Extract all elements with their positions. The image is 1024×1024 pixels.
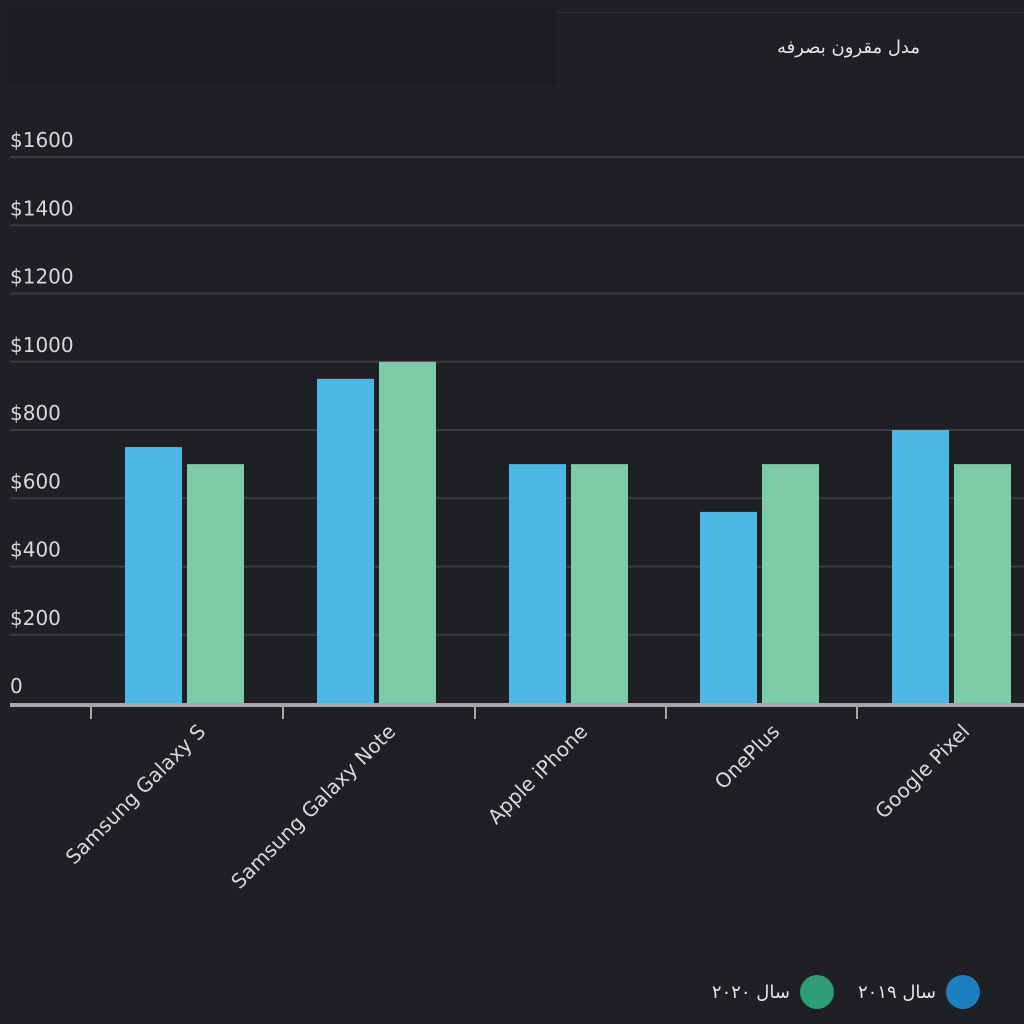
x-category-label: Samsung Galaxy S xyxy=(61,719,211,869)
bar xyxy=(892,430,949,703)
y-tick-label: $400 xyxy=(10,538,61,562)
y-tick-label: $1600 xyxy=(10,128,74,152)
y-tick-label: 0 xyxy=(10,674,23,698)
legend-swatch-series-2 xyxy=(799,975,834,1009)
bar xyxy=(954,464,1011,703)
legend-label-series-1: سال ۲۰۱۹ xyxy=(857,981,936,1003)
legend-label-series-2: سال ۲۰۲۰ xyxy=(711,981,790,1003)
chart-legend: سال ۲۰۱۹ سال ۲۰۲۰ xyxy=(640,972,980,1012)
bar xyxy=(571,464,628,703)
legend-item-series-1[interactable]: سال ۲۰۱۹ xyxy=(858,975,980,1009)
bar xyxy=(762,464,819,703)
y-tick-label: $1400 xyxy=(10,196,74,220)
legend-swatch-series-1 xyxy=(946,975,980,1009)
bar xyxy=(125,447,182,703)
x-category-label: OnePlus xyxy=(710,719,785,794)
y-tick-label: $200 xyxy=(10,606,61,630)
bar xyxy=(317,378,374,703)
x-category-label: Samsung Galaxy Note xyxy=(226,719,400,893)
chart-header-panel xyxy=(8,8,556,84)
bar xyxy=(700,511,757,703)
x-category-label: Google Pixel xyxy=(870,719,974,823)
bar xyxy=(187,464,244,703)
y-tick-label: $1200 xyxy=(10,265,74,289)
legend-item-series-2[interactable]: سال ۲۰۲۰ xyxy=(712,975,834,1009)
bar xyxy=(379,361,436,703)
y-tick-label: $800 xyxy=(10,401,61,425)
y-tick-label: $1000 xyxy=(10,333,74,357)
y-tick-label: $600 xyxy=(10,469,61,493)
x-category-label: Apple iPhone xyxy=(483,719,592,828)
chart-title: مدل مقرون بصرفه xyxy=(776,37,920,58)
header-divider xyxy=(556,12,1024,13)
bar xyxy=(509,464,566,703)
